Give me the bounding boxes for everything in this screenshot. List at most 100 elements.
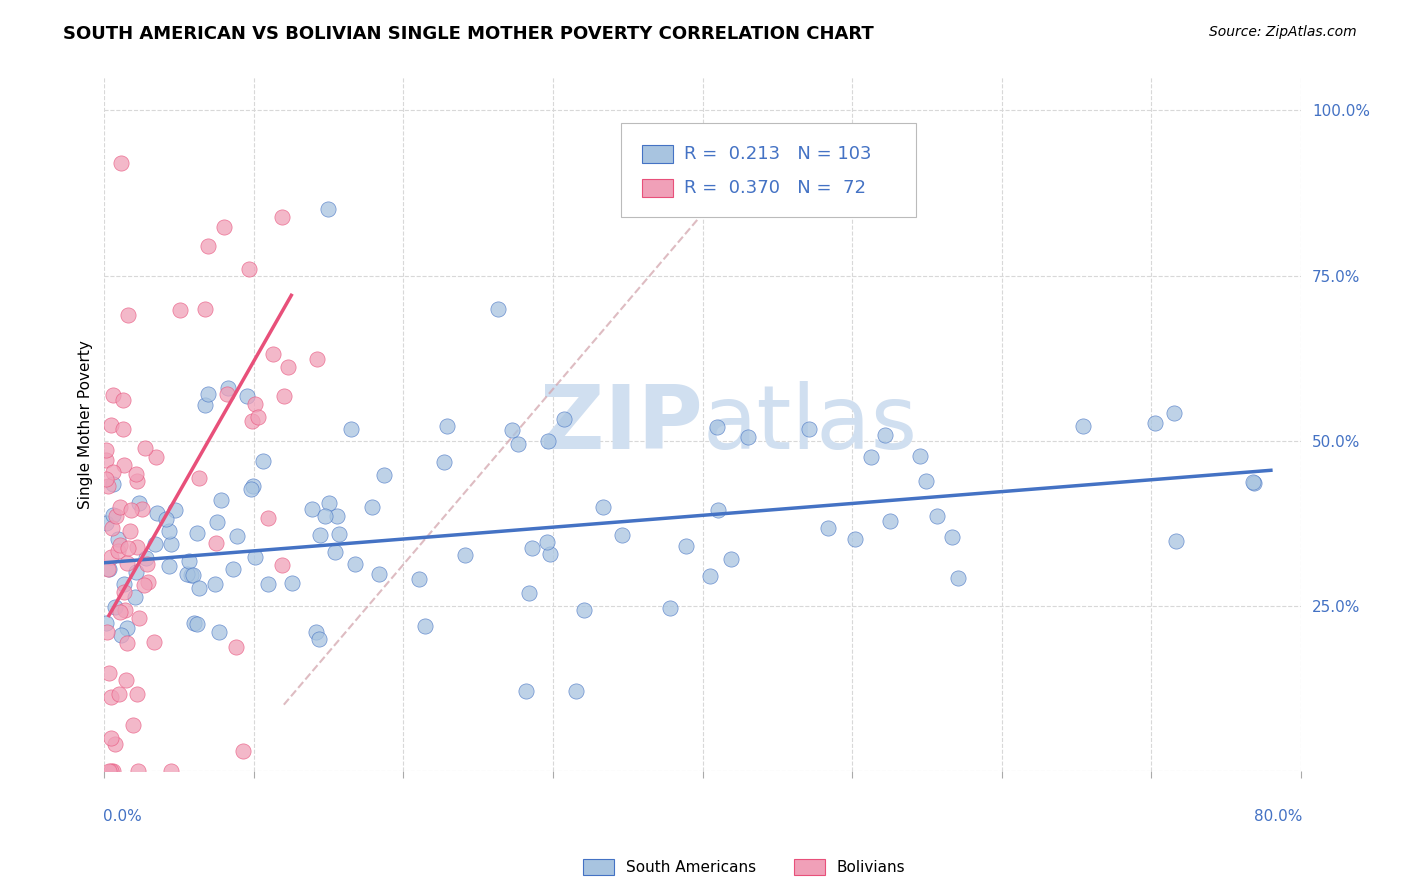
Point (553, 412, 575, 426)
Point (225, 529, 247, 543)
Point (328, 527, 350, 541)
Point (271, 210, 294, 224)
Point (117, 541, 139, 555)
Point (194, 398, 217, 412)
Point (179, 553, 201, 567)
Point (277, 359, 299, 374)
Point (101, 477, 124, 491)
Point (707, 503, 730, 517)
Point (915, 474, 938, 488)
Point (844, 532, 866, 546)
Point (104, 600, 127, 615)
Point (100, 731, 122, 745)
Point (160, 764, 183, 778)
Point (108, 687, 131, 701)
Text: ZIP: ZIP (540, 381, 703, 467)
Point (205, 516, 228, 530)
Point (941, 530, 963, 544)
Point (247, 410, 270, 425)
Point (413, 619, 436, 633)
Point (273, 389, 295, 403)
Point (100, 549, 122, 564)
Point (1071, 418, 1094, 433)
Point (309, 528, 332, 542)
Point (115, 636, 138, 650)
Point (104, 509, 127, 524)
Point (110, 156, 132, 170)
Point (433, 455, 456, 469)
Point (108, 538, 131, 552)
Point (501, 423, 523, 437)
Point (875, 427, 897, 442)
Point (180, 568, 202, 582)
Point (169, 303, 191, 318)
Point (252, 454, 274, 468)
Point (128, 611, 150, 625)
Point (187, 471, 209, 485)
Text: R =  0.370   N =  72: R = 0.370 N = 72 (685, 179, 866, 197)
Text: Source: ZipAtlas.com: Source: ZipAtlas.com (1209, 25, 1357, 39)
Point (879, 514, 901, 528)
Point (799, 422, 821, 436)
Point (1243, 475, 1265, 490)
Point (176, 567, 198, 582)
Point (243, 549, 266, 564)
Point (104, 737, 127, 751)
Point (127, 764, 149, 778)
Point (111, 422, 134, 436)
Point (238, 262, 260, 277)
Point (97, 562, 120, 576)
Point (135, 551, 157, 566)
Point (308, 632, 330, 646)
Point (112, 585, 135, 599)
Point (118, 524, 141, 538)
Point (536, 535, 558, 549)
Point (221, 561, 243, 575)
Text: atlas: atlas (703, 381, 918, 467)
Point (1163, 406, 1185, 420)
Point (143, 634, 166, 648)
Point (326, 508, 349, 523)
Point (115, 621, 138, 635)
Point (225, 640, 247, 654)
Point (131, 502, 153, 516)
Point (436, 419, 458, 434)
Point (197, 238, 219, 252)
Point (538, 547, 561, 561)
Point (1241, 475, 1264, 489)
Point (344, 558, 367, 572)
Point (592, 500, 614, 515)
Point (204, 577, 226, 591)
Point (908, 450, 931, 464)
Point (318, 496, 340, 510)
Point (262, 346, 284, 360)
Point (94, 516, 117, 530)
Y-axis label: Single Mother Poverty: Single Mother Poverty (79, 340, 93, 508)
Point (360, 500, 382, 514)
Point (94, 453, 117, 467)
Point (134, 441, 156, 455)
Point (124, 590, 146, 604)
Point (948, 571, 970, 585)
Point (373, 468, 395, 483)
Text: SOUTH AMERICAN VS BOLIVIAN SINGLE MOTHER POVERTY CORRELATION CHART: SOUTH AMERICAN VS BOLIVIAN SINGLE MOTHER… (63, 25, 875, 43)
Point (186, 617, 208, 632)
Point (232, 744, 254, 758)
Point (316, 202, 339, 217)
Point (506, 437, 529, 451)
Point (486, 301, 509, 316)
Point (301, 501, 323, 516)
Point (281, 576, 304, 591)
Point (612, 528, 634, 542)
Point (128, 496, 150, 510)
Point (925, 508, 948, 523)
Point (108, 500, 131, 515)
Text: Bolivians: Bolivians (837, 860, 905, 874)
Point (240, 482, 263, 496)
Point (408, 572, 430, 586)
Point (574, 603, 596, 617)
Point (240, 414, 263, 428)
Point (125, 566, 148, 580)
Point (155, 512, 177, 526)
Point (120, 502, 142, 516)
